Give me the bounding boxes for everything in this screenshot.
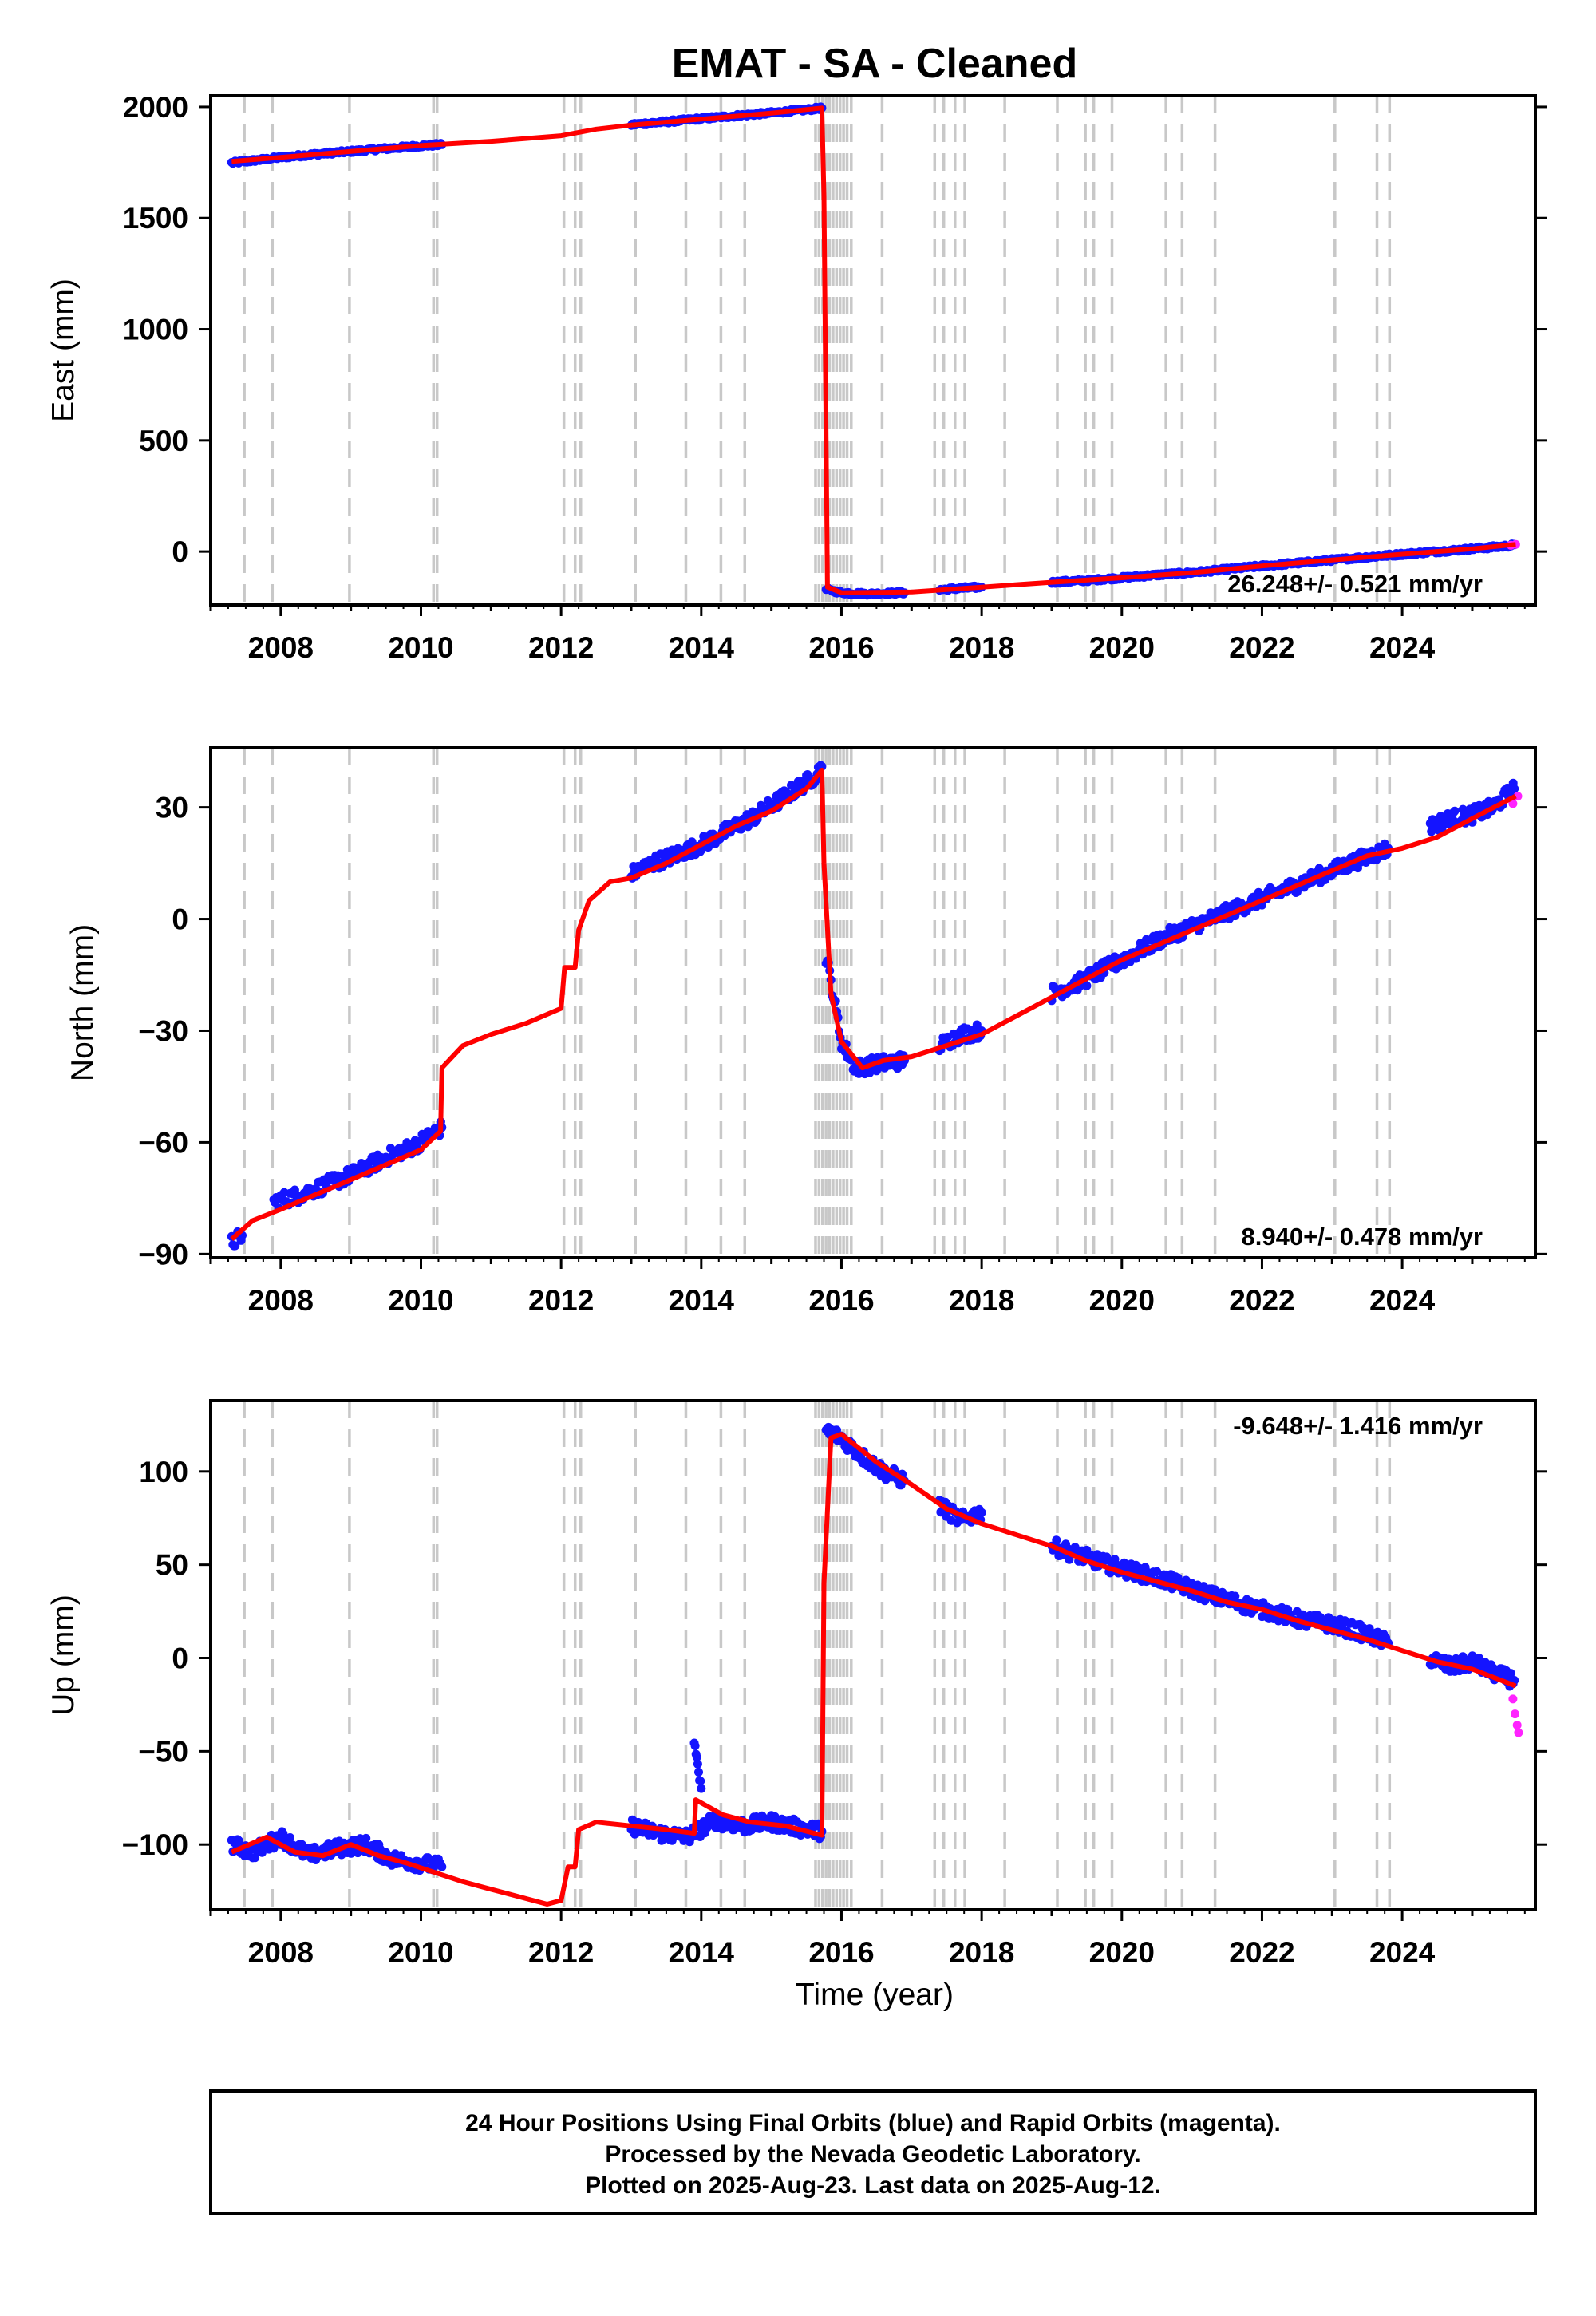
up-final-points-2: [689, 1738, 706, 1793]
up-y-axis-label: Up (mm): [46, 1595, 81, 1716]
east-x-tick-label-2016: 2016: [808, 631, 874, 664]
east-y-tick-label-0: 0: [172, 536, 188, 568]
north-y-tick-label--90: −90: [138, 1238, 188, 1271]
north-x-tick-label-2014: 2014: [669, 1284, 735, 1317]
east-x-tick-label-2010: 2010: [388, 631, 453, 664]
north-frame: [209, 746, 1537, 1259]
footer-line-2: Processed by the Nevada Geodetic Laborat…: [605, 2141, 1140, 2168]
up-y-tick-label-50: 50: [156, 1549, 188, 1582]
east-x-tick-label-2014: 2014: [669, 631, 735, 664]
north-y-tick-label--30: −30: [138, 1014, 188, 1047]
north-rapid-points-0: [1508, 792, 1523, 808]
north-x-tick-label-2020: 2020: [1089, 1284, 1155, 1317]
up-x-tick-label-2016: 2016: [808, 1936, 874, 1969]
north-rate-label: 8.940+/- 0.478 mm/yr: [1242, 1223, 1483, 1251]
east-panel: 2008 2010 2012 2014 2016 2018 2020 2022 2024 0 500…: [46, 91, 1547, 664]
up-x-tick-label-2014: 2014: [669, 1936, 735, 1969]
up-rapid-points-0: [1508, 1694, 1523, 1737]
east-x-tick-label-2012: 2012: [528, 631, 594, 664]
east-y-tick-label-500: 500: [139, 425, 188, 457]
up-x-tick-label-2022: 2022: [1229, 1936, 1294, 1969]
up-model-line: [231, 1432, 1517, 1907]
up-x-tick-label-2020: 2020: [1089, 1936, 1155, 1969]
north-x-tick-label-2018: 2018: [949, 1284, 1014, 1317]
up-panel: 2008 2010 2012 2014 2016 2018 2020 2022 2024 −100…: [46, 1399, 1547, 1969]
up-rate-label: -9.648+/- 1.416 mm/yr: [1233, 1412, 1483, 1440]
east-y-tick-label-1500: 1500: [123, 202, 188, 235]
north-x-tick-label-2024: 2024: [1369, 1284, 1436, 1317]
north-y-tick-label--60: −60: [138, 1126, 188, 1159]
up-x-tick-label-2008: 2008: [248, 1936, 314, 1969]
up-plot-area: [227, 1401, 1523, 1910]
north-panel: 2008 2010 2012 2014 2016 2018 2020 2022 2024 −90 −…: [65, 746, 1547, 1317]
north-model-line: [230, 768, 1517, 1241]
east-x-tick-label-2022: 2022: [1229, 631, 1294, 664]
north-x-tick-label-2010: 2010: [388, 1284, 453, 1317]
north-x-tick-label-2008: 2008: [248, 1284, 314, 1317]
north-y-tick-label-0: 0: [172, 903, 188, 936]
footer-line-1: 24 Hour Positions Using Final Orbits (bl…: [465, 2110, 1281, 2136]
east-x-tick-label-2018: 2018: [949, 631, 1014, 664]
footer-line-3: Plotted on 2025-Aug-23. Last data on 202…: [585, 2172, 1161, 2199]
east-y-tick-label-1000: 1000: [123, 314, 188, 346]
up-x-tick-label-2024: 2024: [1369, 1936, 1436, 1969]
north-final-points-1: [269, 1117, 447, 1213]
north-x-tick-label-2016: 2016: [808, 1284, 874, 1317]
east-x-tick-label-2024: 2024: [1369, 631, 1436, 664]
chart-title: EMAT - SA - Cleaned: [672, 41, 1077, 87]
north-x-tick-label-2012: 2012: [528, 1284, 594, 1317]
east-y-axis-label: East (mm): [46, 279, 81, 422]
north-y-axis-label: North (mm): [65, 924, 100, 1081]
north-plot-area: [227, 748, 1523, 1258]
east-plot-area: [227, 96, 1520, 605]
east-rate-label: 26.248+/- 0.521 mm/yr: [1227, 570, 1483, 598]
x-axis-label: Time (year): [796, 1978, 954, 2012]
up-y-tick-label--50: −50: [138, 1735, 188, 1768]
up-x-tick-label-2010: 2010: [388, 1936, 453, 1969]
north-y-tick-label-30: 30: [156, 792, 188, 824]
east-y-tick-label-2000: 2000: [123, 91, 188, 124]
up-y-tick-label-0: 0: [172, 1642, 188, 1675]
north-x-tick-label-2022: 2022: [1229, 1284, 1294, 1317]
east-x-tick-label-2008: 2008: [248, 631, 314, 664]
up-y-tick-label-100: 100: [139, 1456, 188, 1488]
north-final-points-6: [1425, 778, 1519, 836]
up-x-tick-label-2012: 2012: [528, 1936, 594, 1969]
east-frame: [209, 94, 1537, 607]
east-model-line: [231, 105, 1516, 595]
up-y-tick-label--100: −100: [122, 1828, 188, 1861]
east-x-tick-label-2020: 2020: [1089, 631, 1155, 664]
up-frame: [209, 1399, 1537, 1911]
north-final-points-2: [626, 761, 827, 883]
footer-box: [209, 2089, 1537, 2215]
up-x-tick-label-2018: 2018: [949, 1936, 1014, 1969]
